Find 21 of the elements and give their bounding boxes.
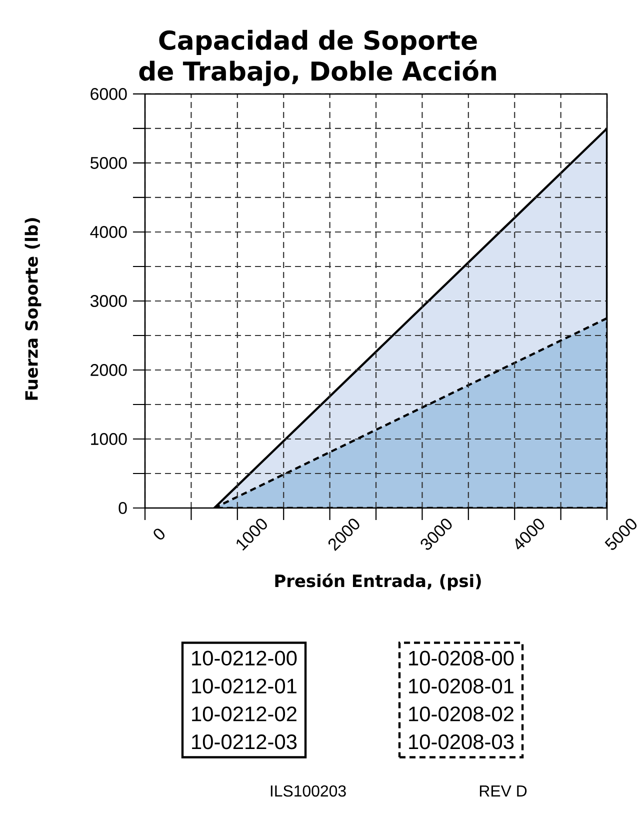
text: 10-0208-02 [408, 706, 514, 722]
text: 10-0212-03 [192, 734, 296, 750]
y-tick-label: 3000 [90, 294, 127, 307]
x-tick-label: 0 [154, 528, 164, 540]
y-tick-label: 0 [118, 502, 127, 514]
y-tick-label: 4000 [90, 226, 127, 238]
text: 10-0208-03 [408, 734, 514, 750]
x-axis-title: Presión Entrada, (psi) [275, 573, 481, 591]
y-tick-label: 5000 [90, 156, 127, 169]
y-axis-title: Fuerza Soporte (lb) [24, 218, 41, 400]
text: 10-0212-00 [192, 650, 296, 666]
text: ILS100203 [270, 785, 346, 797]
y-tick-label: 6000 [90, 88, 127, 100]
text: 10-0212-02 [192, 706, 296, 722]
y-tick-label: 2000 [90, 364, 127, 376]
text: 10-0208-01 [408, 678, 514, 694]
text: 10-0212-01 [192, 678, 296, 694]
y-tick-label: 1000 [90, 432, 127, 445]
chart-title: Capacidad de Soporte de Trabajo, Doble Acción [139, 30, 496, 86]
text: 10-0208-00 [408, 650, 514, 666]
text: REV D [480, 786, 526, 796]
